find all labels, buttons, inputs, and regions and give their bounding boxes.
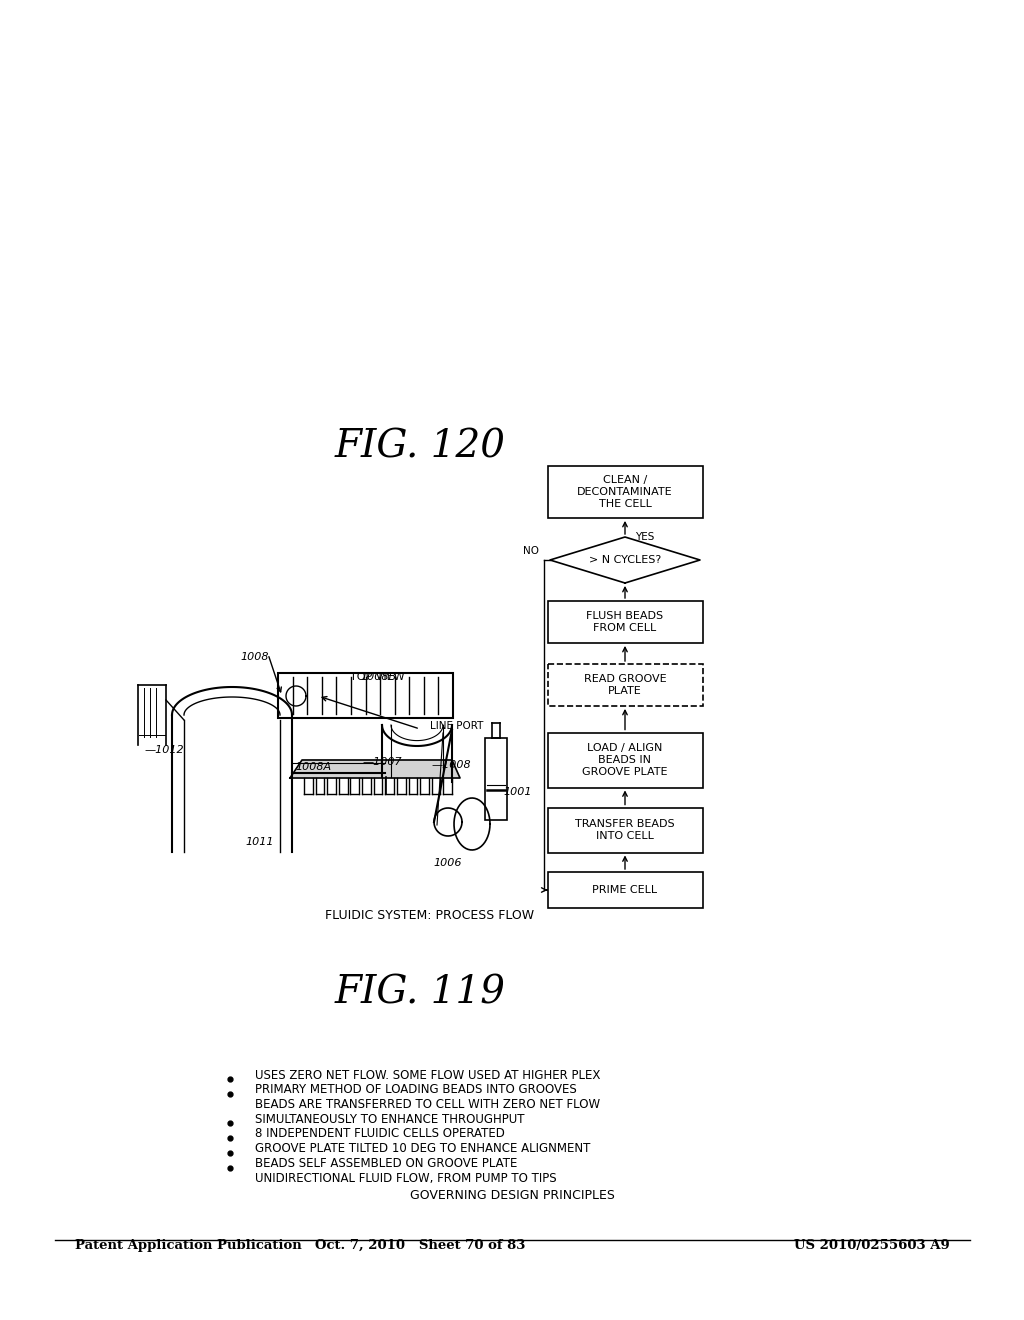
- Text: FLUSH BEADS
FROM CELL: FLUSH BEADS FROM CELL: [587, 611, 664, 632]
- Text: 8 INDEPENDENT FLUIDIC CELLS OPERATED: 8 INDEPENDENT FLUIDIC CELLS OPERATED: [255, 1127, 505, 1140]
- Text: 1006: 1006: [434, 858, 462, 869]
- Text: —1012: —1012: [145, 744, 184, 755]
- Text: LOAD / ALIGN
BEADS IN
GROOVE PLATE: LOAD / ALIGN BEADS IN GROOVE PLATE: [583, 743, 668, 776]
- Text: 1008: 1008: [240, 652, 268, 663]
- Text: YES: YES: [635, 532, 654, 543]
- Text: FIG. 120: FIG. 120: [335, 428, 506, 465]
- Text: 1001: 1001: [503, 787, 531, 797]
- Text: US 2010/0255603 A9: US 2010/0255603 A9: [795, 1239, 950, 1251]
- Text: 1008A: 1008A: [295, 762, 331, 772]
- Bar: [548, 733, 702, 788]
- Text: FLUIDIC SYSTEM: PROCESS FLOW: FLUIDIC SYSTEM: PROCESS FLOW: [326, 909, 535, 921]
- Text: —1007: —1007: [362, 756, 402, 767]
- Text: UNIDIRECTIONAL FLUID FLOW, FROM PUMP TO TIPS: UNIDIRECTIONAL FLUID FLOW, FROM PUMP TO …: [255, 1172, 557, 1185]
- Text: LINE PORT: LINE PORT: [430, 721, 483, 731]
- Text: BEADS SELF ASSEMBLED ON GROOVE PLATE: BEADS SELF ASSEMBLED ON GROOVE PLATE: [255, 1158, 517, 1170]
- Polygon shape: [290, 760, 460, 777]
- Polygon shape: [454, 799, 490, 850]
- Text: PRIMARY METHOD OF LOADING BEADS INTO GROOVES: PRIMARY METHOD OF LOADING BEADS INTO GRO…: [255, 1082, 577, 1096]
- Bar: [548, 601, 702, 643]
- Bar: [278, 673, 453, 718]
- Text: Oct. 7, 2010   Sheet 70 of 83: Oct. 7, 2010 Sheet 70 of 83: [314, 1239, 525, 1251]
- Bar: [548, 466, 702, 517]
- Text: PRIME CELL: PRIME CELL: [593, 884, 657, 895]
- Text: TRANSFER BEADS
INTO CELL: TRANSFER BEADS INTO CELL: [575, 820, 675, 841]
- Text: GOVERNING DESIGN PRINCIPLES: GOVERNING DESIGN PRINCIPLES: [410, 1189, 614, 1203]
- Bar: [548, 873, 702, 908]
- Text: CLEAN /
DECONTAMINATE
THE CELL: CLEAN / DECONTAMINATE THE CELL: [578, 475, 673, 508]
- Text: NO: NO: [523, 546, 539, 556]
- Text: —1008: —1008: [432, 760, 472, 770]
- Bar: [548, 664, 702, 706]
- Bar: [548, 808, 702, 853]
- Text: GROOVE PLATE TILTED 10 DEG TO ENHANCE ALIGNMENT: GROOVE PLATE TILTED 10 DEG TO ENHANCE AL…: [255, 1142, 591, 1155]
- Text: 1008B: 1008B: [360, 672, 396, 682]
- Text: USES ZERO NET FLOW. SOME FLOW USED AT HIGHER PLEX: USES ZERO NET FLOW. SOME FLOW USED AT HI…: [255, 1069, 600, 1082]
- Text: Patent Application Publication: Patent Application Publication: [75, 1239, 302, 1251]
- Text: SIMULTANEOUSLY TO ENHANCE THROUGHPUT: SIMULTANEOUSLY TO ENHANCE THROUGHPUT: [255, 1113, 524, 1126]
- Text: BEADS ARE TRANSFERRED TO CELL WITH ZERO NET FLOW: BEADS ARE TRANSFERRED TO CELL WITH ZERO …: [255, 1098, 600, 1111]
- Polygon shape: [434, 808, 462, 836]
- Bar: [485, 738, 507, 820]
- Text: FIG. 119: FIG. 119: [335, 975, 506, 1012]
- Text: TOP VIEW: TOP VIEW: [350, 672, 404, 682]
- Text: READ GROOVE
PLATE: READ GROOVE PLATE: [584, 675, 667, 696]
- Text: > N CYCLES?: > N CYCLES?: [589, 554, 662, 565]
- Text: 1011: 1011: [245, 837, 273, 847]
